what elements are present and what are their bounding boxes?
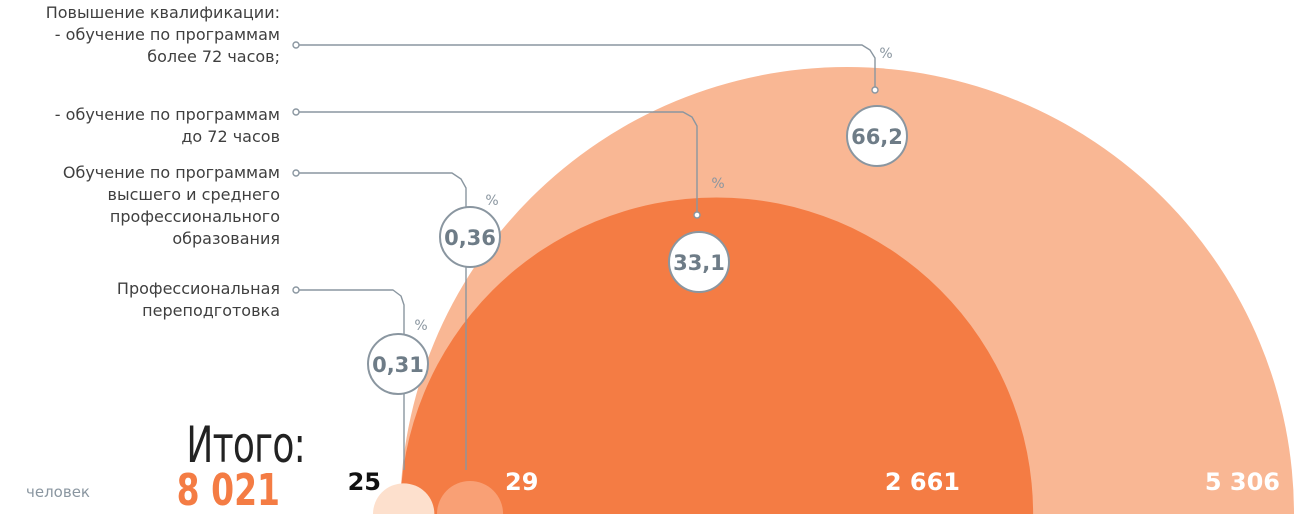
leader-line-under-72 (296, 111, 698, 215)
leader-dot (292, 286, 300, 294)
label-qualification-over-72: Повышение квалификации: - обучение по пр… (46, 2, 280, 68)
label-line: образования (172, 229, 280, 248)
over-72-percent-label: 66,2 (851, 125, 903, 149)
label-line: более 72 часов; (147, 47, 280, 66)
higher-education-percent-sign: % (485, 193, 498, 209)
label-line: - обучение по программам (54, 25, 280, 44)
arc-higher-education (437, 480, 504, 514)
label-line: Повышение квалификации: (45, 3, 280, 22)
retraining-bubble (367, 333, 429, 395)
count-higher-education: 29 (505, 468, 538, 496)
label-higher-education: Обучение по программам высшего и среднег… (63, 162, 280, 250)
label-retraining: Профессиональная переподготовка (117, 278, 280, 322)
label-qualification-under-72: - обучение по программам до 72 часов (55, 104, 280, 148)
total-unit: человек (26, 483, 90, 501)
leader-line-over-72 (296, 44, 876, 90)
arc-retraining (373, 483, 435, 514)
under-72-bubble (668, 231, 730, 293)
count-retraining: 25 (348, 468, 381, 496)
total-label: Итого: (186, 416, 306, 474)
total-value: 8 021 (176, 465, 280, 516)
label-line: высшего и среднего (107, 185, 280, 204)
under-72-percent-label: 33,1 (673, 251, 725, 275)
leader-line-higher-education (296, 172, 467, 470)
leader-dot (871, 86, 879, 94)
over-72-percent-sign: % (879, 46, 892, 62)
label-line: переподготовка (142, 301, 280, 320)
count-qualification-over-72: 5 306 (1205, 468, 1280, 496)
higher-education-bubble (439, 206, 501, 268)
count-qualification-under-72: 2 661 (885, 468, 960, 496)
label-line: профессионального (109, 207, 280, 226)
label-line: Профессиональная (116, 279, 280, 298)
retraining-percent-label: 0,31 (372, 353, 424, 377)
label-line: - обучение по программам (54, 105, 280, 124)
leader-dot (292, 169, 300, 177)
retraining-percent-sign: % (414, 318, 427, 334)
label-line: Обучение по программам (62, 163, 280, 182)
leader-dot (292, 108, 300, 116)
leader-dot (693, 211, 701, 219)
higher-education-percent-label: 0,36 (444, 226, 496, 250)
leader-dot (292, 41, 300, 49)
under-72-percent-sign: % (711, 176, 724, 192)
arc-qualification-under-72 (400, 197, 1034, 514)
over-72-bubble (846, 105, 908, 167)
label-line: до 72 часов (181, 127, 280, 146)
